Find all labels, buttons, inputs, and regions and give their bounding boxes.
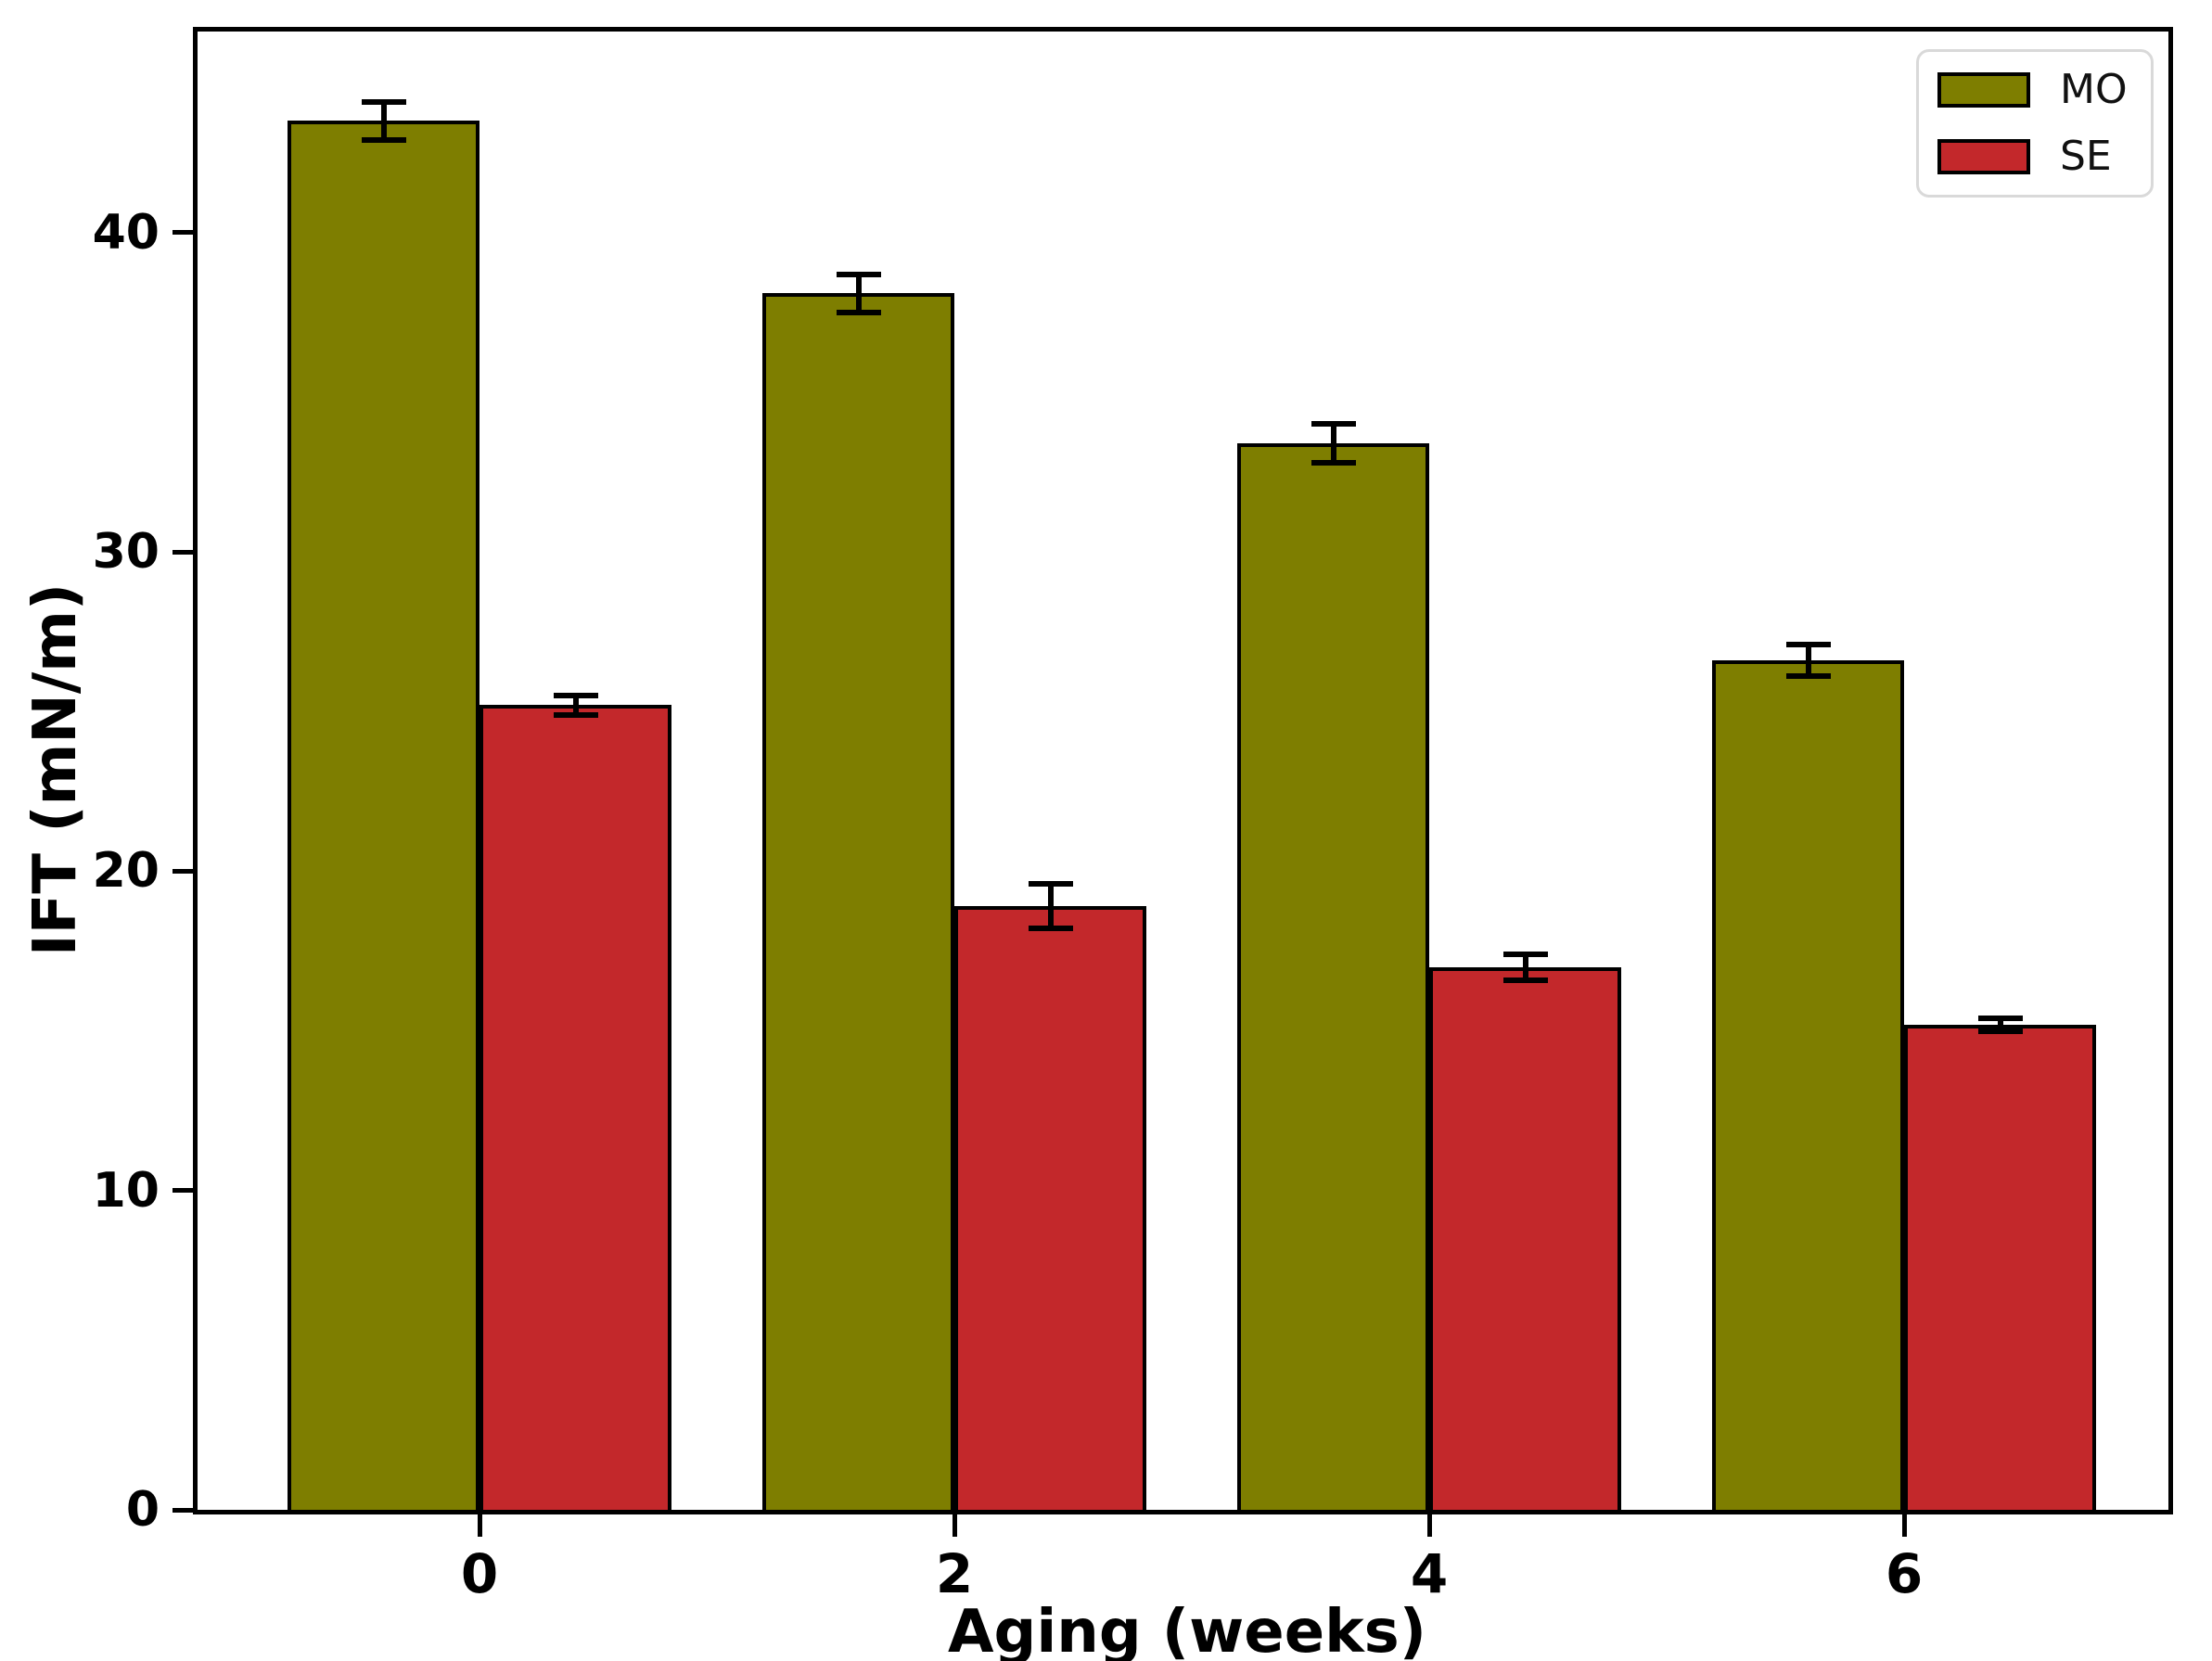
- y-axis-label: IFT (mN/m): [21, 582, 90, 957]
- error-bar-bottom-cap-mo-week-2: [836, 309, 881, 315]
- bar-se-week-0: [479, 705, 671, 1514]
- bar-se-week-6: [1904, 1024, 2096, 1514]
- plot-right-spine: [2168, 27, 2173, 1514]
- error-bar-bottom-cap-se-week-2: [1028, 926, 1073, 932]
- error-bar-bottom-cap-se-week-6: [1977, 1028, 2023, 1034]
- plot-top-spine: [193, 27, 2173, 32]
- error-bar-stem-se-week-6: [1997, 1017, 2003, 1031]
- error-bar-stem-mo-week-6: [1805, 645, 1811, 677]
- x-tick-mark: [477, 1514, 482, 1537]
- plot-bottom-spine: [193, 1510, 2173, 1514]
- error-bar-stem-mo-week-2: [855, 274, 862, 313]
- x-tick-mark: [952, 1514, 957, 1537]
- error-bar-top-cap-se-week-2: [1028, 881, 1073, 888]
- error-bar-stem-mo-week-4: [1330, 424, 1336, 463]
- x-tick-label: 2: [935, 1542, 974, 1605]
- y-tick-mark: [173, 1507, 193, 1513]
- error-bar-top-cap-mo-week-4: [1311, 421, 1356, 428]
- legend-entry-se: SE: [1937, 136, 2151, 177]
- bar-mo-week-2: [762, 293, 954, 1514]
- plot-left-spine: [193, 27, 198, 1514]
- legend-entry-mo: MO: [1937, 70, 2151, 110]
- y-tick-label: 30: [92, 524, 160, 581]
- error-bar-bottom-cap-se-week-4: [1502, 977, 1548, 983]
- error-bar-stem-se-week-2: [1047, 884, 1054, 929]
- bar-mo-week-4: [1237, 443, 1429, 1514]
- x-tick-mark: [1901, 1514, 1907, 1537]
- y-tick-label: 0: [125, 1482, 160, 1538]
- error-bar-bottom-cap-mo-week-4: [1311, 459, 1356, 466]
- y-tick-mark: [173, 230, 193, 236]
- legend: MO SE: [1916, 49, 2154, 198]
- bar-mo-week-0: [288, 121, 479, 1514]
- y-tick-mark: [173, 1188, 193, 1194]
- x-tick-label: 4: [1410, 1542, 1449, 1605]
- legend-label-se: SE: [2060, 133, 2112, 180]
- legend-swatch-se: [1937, 139, 2030, 174]
- error-bar-top-cap-se-week-0: [553, 693, 598, 699]
- error-bar-stem-mo-week-0: [380, 101, 387, 141]
- error-bar-top-cap-mo-week-6: [1785, 642, 1831, 647]
- x-axis-label: Aging (weeks): [947, 1598, 1427, 1661]
- y-tick-label: 40: [92, 204, 160, 261]
- error-bar-bottom-cap-mo-week-0: [361, 137, 406, 144]
- error-bar-stem-se-week-0: [572, 696, 579, 715]
- y-tick-label: 20: [92, 843, 160, 900]
- x-tick-label: 0: [460, 1542, 499, 1605]
- x-tick-label: 6: [1885, 1542, 1924, 1605]
- error-bar-top-cap-se-week-6: [1977, 1015, 2023, 1021]
- bar-se-week-4: [1429, 966, 1621, 1514]
- legend-label-mo: MO: [2060, 66, 2128, 113]
- error-bar-stem-se-week-4: [1522, 953, 1528, 980]
- legend-swatch-mo: [1937, 72, 2030, 108]
- error-bar-bottom-cap-mo-week-6: [1785, 673, 1831, 680]
- y-tick-label: 10: [92, 1162, 160, 1219]
- bar-mo-week-6: [1712, 660, 1904, 1514]
- y-tick-mark: [173, 549, 193, 555]
- error-bar-bottom-cap-se-week-0: [553, 711, 598, 718]
- x-tick-mark: [1426, 1514, 1432, 1537]
- bar-se-week-2: [954, 906, 1146, 1514]
- error-bar-top-cap-mo-week-0: [361, 98, 406, 105]
- error-bar-top-cap-mo-week-2: [836, 271, 881, 277]
- y-tick-mark: [173, 868, 193, 874]
- error-bar-top-cap-se-week-4: [1502, 951, 1548, 957]
